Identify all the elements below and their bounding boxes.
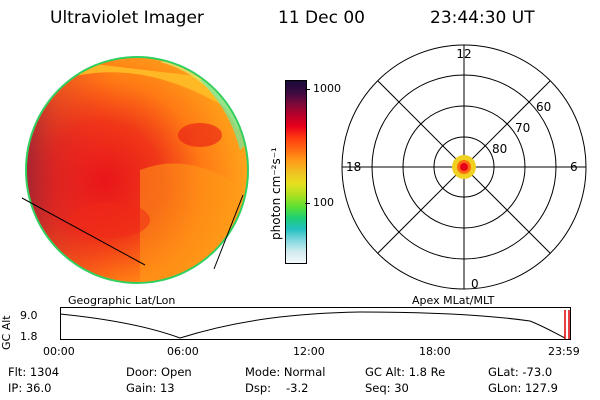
instrument-title: Ultraviolet Imager [50, 8, 204, 28]
gain-value: Gain: 13 [126, 381, 175, 395]
orbit-altitude-track [60, 307, 571, 340]
track-y-axis-label: GC Alt [0, 315, 13, 350]
terminator-line-right [213, 194, 244, 270]
lat-label-80: 80 [492, 142, 507, 156]
date-label: 11 Dec 00 [278, 8, 365, 28]
mlt-label-0: 0 [471, 277, 479, 291]
time-label: 23:44:30 UT [430, 8, 535, 28]
track-right-label: Apex MLat/MLT [412, 294, 495, 307]
track-x-tick-2359: 23:59 [548, 345, 580, 358]
lat-label-70: 70 [515, 121, 530, 135]
door-status: Door: Open [126, 365, 192, 379]
colorbar-tick-100: 100 [313, 196, 334, 209]
track-y-tick-9: 9.0 [20, 309, 38, 322]
track-x-tick-1800: 18:00 [419, 345, 451, 358]
mlt-label-6: 6 [570, 160, 578, 174]
track-x-tick-0600: 06:00 [167, 345, 199, 358]
colorbar-unit-label: photon cm⁻²s⁻¹ [269, 147, 283, 240]
gc-altitude: GC Alt: 1.8 Re [365, 365, 446, 379]
lat-label-60: 60 [536, 100, 551, 114]
dsp-value: -3.2 [286, 381, 309, 395]
geographic-longitude: GLon: 127.9 [488, 381, 558, 395]
track-x-tick-0000: 00:00 [43, 345, 75, 358]
polar-plot: 12 18 6 0 60 70 80 [341, 44, 587, 291]
dsp-label: Dsp: [245, 381, 272, 395]
track-x-tick-1200: 12:00 [293, 345, 325, 358]
flight-number: Flt: 1304 [8, 365, 60, 379]
ip-value: IP: 36.0 [8, 381, 52, 395]
sequence-number: Seq: 30 [365, 381, 409, 395]
altitude-curve [60, 311, 566, 339]
mlt-label-12: 12 [456, 47, 471, 61]
uv-earth-image [21, 56, 249, 284]
mlt-label-18: 18 [346, 160, 361, 174]
polar-emission-core [460, 163, 468, 171]
terminator-line-left [21, 197, 146, 266]
colorbar-tick-1000: 1000 [313, 82, 341, 95]
colorbar [285, 80, 307, 264]
mode-value: Mode: Normal [245, 365, 326, 379]
track-y-tick-1.8: 1.8 [20, 330, 38, 343]
geographic-latitude: GLat: -73.0 [488, 365, 553, 379]
track-left-label: Geographic Lat/Lon [68, 294, 176, 307]
